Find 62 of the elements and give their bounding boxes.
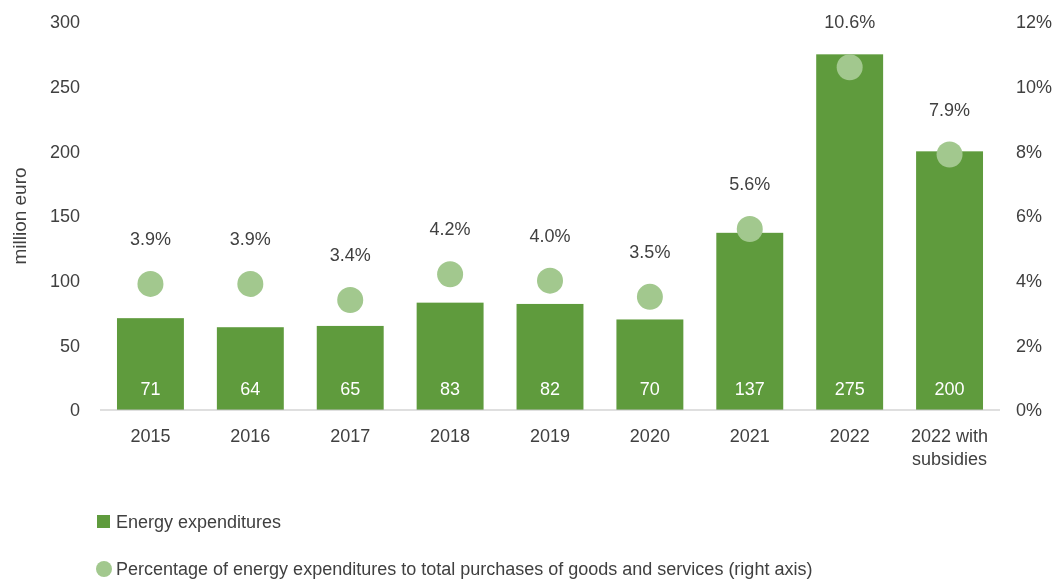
data-label: 70 [639, 379, 660, 399]
point [936, 141, 963, 168]
y2-tick-label: 8% [1016, 141, 1043, 162]
y-tick-label: 50 [59, 335, 80, 356]
x-tick-label: 2020 [629, 426, 670, 446]
bar [316, 325, 384, 410]
x-tick-label: 2017 [330, 426, 371, 446]
x-tick-label: 2022 [829, 426, 870, 446]
y2-tick-label: 6% [1016, 206, 1043, 227]
point [537, 267, 563, 294]
bar [816, 54, 884, 410]
legend-label: Percentage of energy expenditures to total purchases of goods and services (right axis) [116, 559, 813, 580]
y2-tick-label: 0% [1016, 400, 1043, 421]
x-tick-label: 2016 [230, 426, 271, 446]
y2-tick-label: 10% [1016, 76, 1053, 97]
data-label: 3.4% [329, 245, 371, 266]
point [237, 270, 264, 297]
bar [616, 319, 684, 410]
y-tick-label: 0 [69, 400, 80, 421]
point [437, 261, 464, 288]
x-tick-label: 2021 [729, 426, 770, 446]
data-label: 7.9% [929, 99, 971, 120]
y-axis-title: million euro [9, 167, 30, 265]
data-label: 83 [440, 379, 461, 399]
data-label: 82 [539, 379, 561, 399]
y-tick-label: 300 [49, 12, 80, 33]
bar [516, 303, 584, 410]
data-label: 200 [934, 379, 965, 399]
bar [116, 318, 184, 410]
point [137, 270, 164, 297]
bar [916, 151, 984, 410]
data-label: 10.6% [824, 12, 876, 33]
y2-tick-label: 4% [1016, 270, 1043, 291]
data-label: 65 [340, 379, 361, 399]
y-tick-label: 100 [49, 270, 80, 291]
data-label: 71 [140, 379, 161, 399]
bar [716, 232, 784, 410]
point [836, 54, 863, 81]
y2-tick-label: 12% [1016, 12, 1053, 33]
data-label: 3.9% [229, 228, 271, 249]
data-label: 3.5% [629, 241, 671, 262]
data-label: 3.9% [129, 228, 171, 249]
data-label: 137 [734, 379, 765, 399]
x-tick-label: 2018 [430, 426, 471, 446]
bar [416, 302, 484, 410]
y2-tick-label: 2% [1016, 335, 1043, 356]
y-tick-label: 150 [49, 206, 80, 227]
legend-label: Energy expenditures [116, 512, 282, 533]
y-tick-label: 250 [49, 76, 80, 97]
x-tick-label: 2015 [130, 426, 171, 446]
x-tick-label: 2019 [529, 426, 571, 446]
point [636, 283, 663, 310]
x-tick-label: 2022 with subsidies [911, 426, 989, 469]
data-label: 4.2% [429, 219, 471, 240]
data-label: 64 [240, 379, 261, 399]
data-label: 5.6% [729, 173, 771, 194]
data-label: 275 [834, 379, 865, 399]
bar [216, 327, 284, 410]
y-tick-label: 200 [49, 141, 80, 162]
point [337, 287, 364, 314]
data-label: 4.0% [529, 225, 571, 246]
point [736, 215, 763, 242]
